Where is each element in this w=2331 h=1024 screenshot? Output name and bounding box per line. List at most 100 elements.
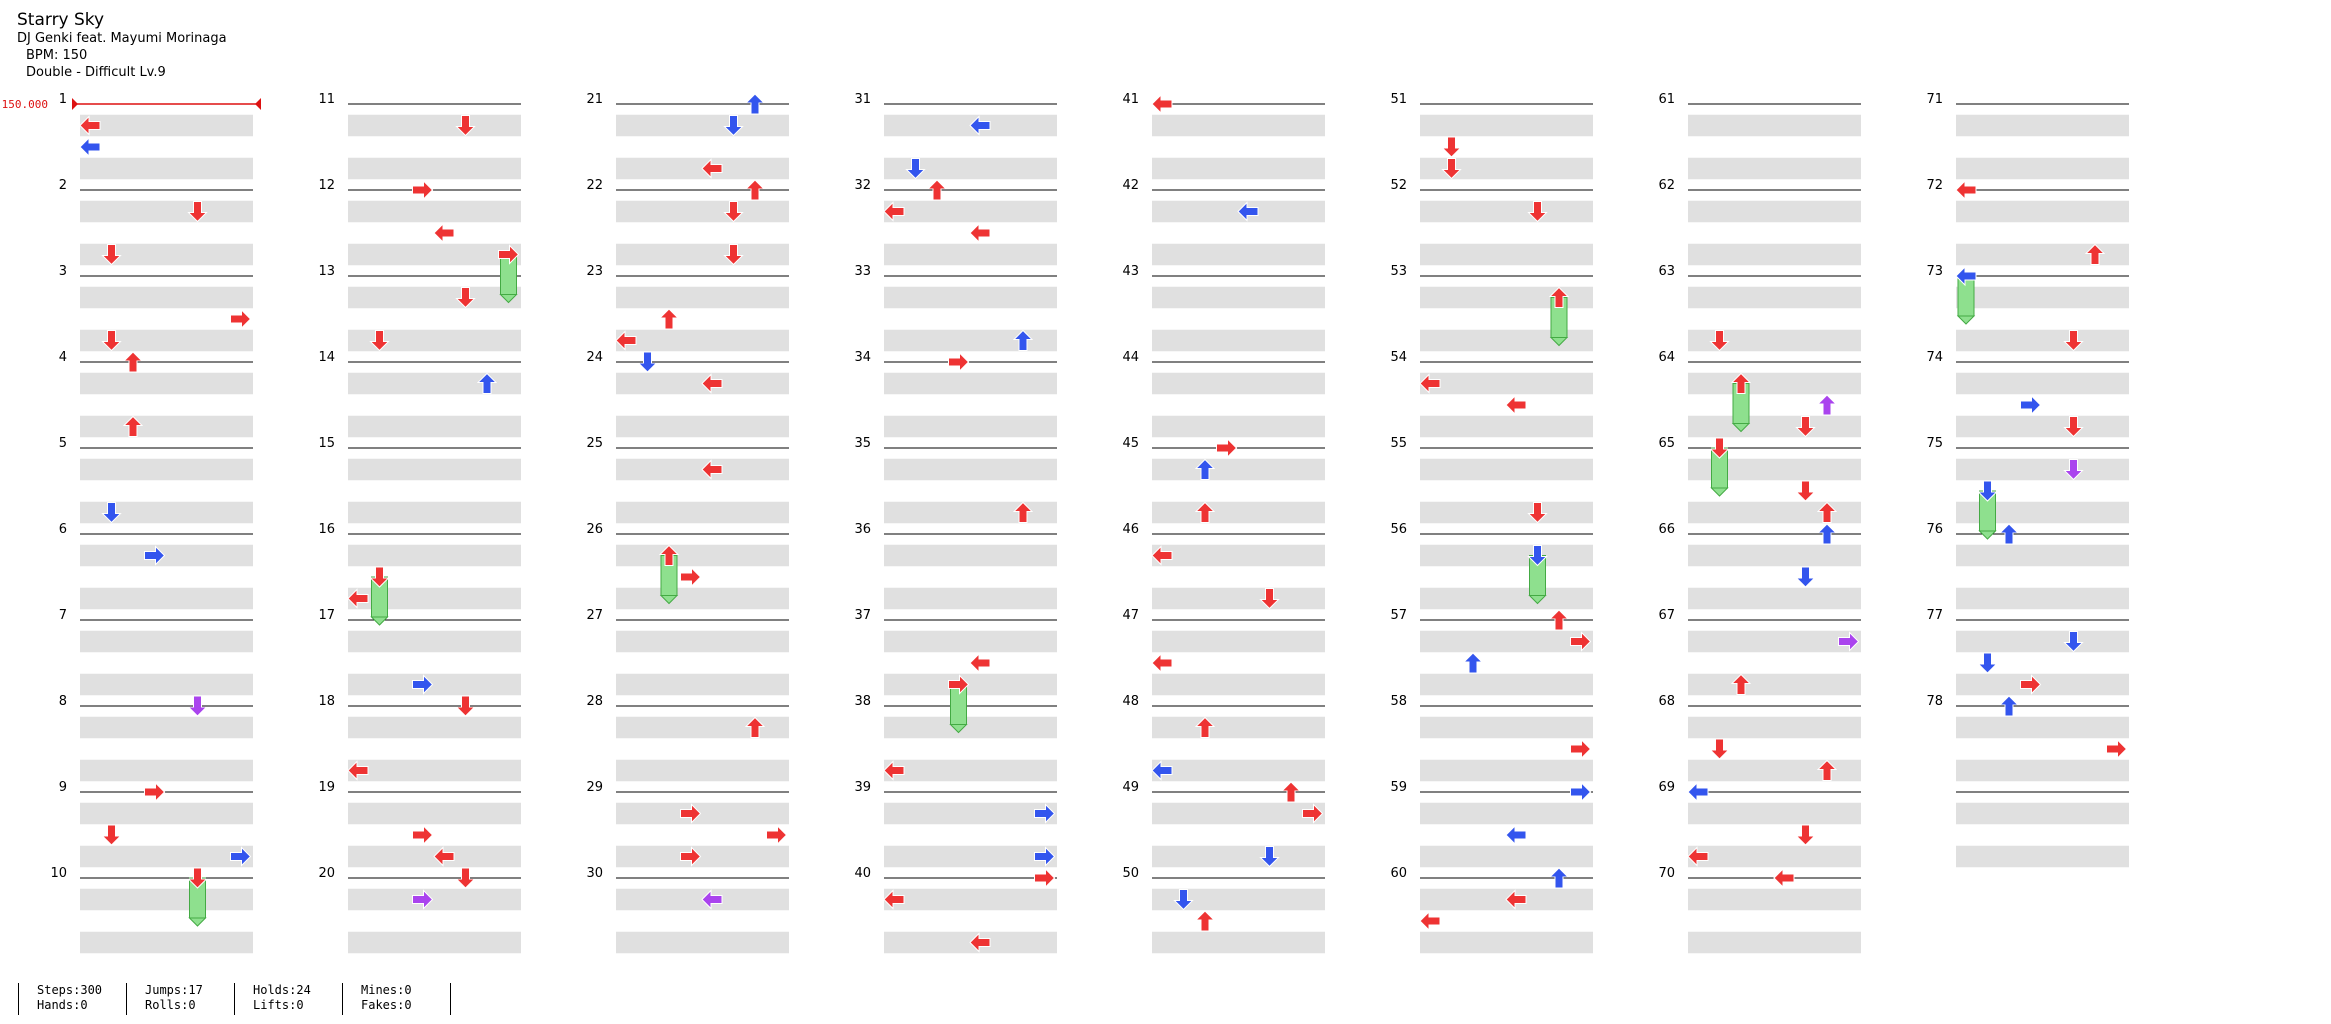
measure-number: 11 (318, 92, 335, 107)
up-arrow-icon (744, 93, 766, 115)
beat-stripe (884, 415, 1057, 438)
up-arrow-icon (1998, 695, 2020, 717)
measure-number: 57 (1390, 608, 1407, 623)
down-arrow-icon (101, 330, 122, 352)
beat-stripe (348, 759, 521, 782)
beat-stripe (1956, 501, 2129, 524)
measure-number: 23 (586, 264, 603, 279)
measure-number: 31 (854, 92, 871, 107)
measure-number: 9 (59, 780, 67, 795)
beat-stripe (1688, 544, 1861, 567)
beat-stripe (80, 114, 253, 137)
beat-stripe (884, 243, 1057, 266)
down-arrow-icon (101, 824, 122, 846)
up-arrow-icon (476, 372, 498, 394)
beat-stripe (1152, 415, 1325, 438)
beat-stripe (80, 587, 253, 610)
left-arrow-icon (701, 889, 723, 910)
left-arrow-icon (1505, 394, 1527, 416)
beat-stripe (1420, 415, 1593, 438)
beat-stripe (1688, 716, 1861, 739)
up-arrow-icon (1194, 458, 1216, 480)
down-arrow-icon (369, 330, 390, 352)
beat-stripe (884, 716, 1057, 739)
hold-tail (659, 595, 679, 605)
left-arrow-icon (1419, 910, 1441, 932)
down-arrow-icon (101, 244, 122, 266)
measure-number: 68 (1658, 694, 1675, 709)
beat-stripe (616, 114, 789, 137)
up-arrow-icon (926, 179, 948, 201)
beat-stripe (348, 415, 521, 438)
bpm-marker-left (72, 98, 78, 110)
down-arrow-icon (723, 201, 744, 223)
beat-stripe (616, 415, 789, 438)
left-arrow-icon (1151, 760, 1173, 781)
beat-stripe (1688, 931, 1861, 954)
beat-stripe (616, 501, 789, 524)
up-arrow-icon (1194, 910, 1216, 932)
beat-stripe (1152, 845, 1325, 868)
beat-stripe (80, 759, 253, 782)
left-arrow-icon (1505, 824, 1527, 846)
right-arrow-icon (2020, 674, 2042, 695)
beat-stripe (1688, 759, 1861, 782)
down-arrow-icon (187, 867, 208, 889)
beat-stripe (1956, 372, 2129, 395)
beat-stripe (1688, 501, 1861, 524)
beat-stripe (616, 845, 789, 868)
beat-stripe (616, 587, 789, 610)
measure-number: 74 (1926, 350, 1943, 365)
beat-stripe (1420, 501, 1593, 524)
measure-number: 25 (586, 436, 603, 451)
down-arrow-icon (1795, 480, 1816, 502)
stat-mines-fakes: Mines:0 Fakes:0 (342, 983, 461, 1015)
stat-rolls: Rolls:0 (145, 998, 196, 1012)
beat-stripe (884, 587, 1057, 610)
measure-number: 24 (586, 350, 603, 365)
beat-stripe (348, 931, 521, 954)
beat-stripe (1956, 630, 2129, 653)
beat-stripe (348, 157, 521, 180)
right-arrow-icon (1034, 803, 1056, 824)
beat-stripe (616, 759, 789, 782)
right-arrow-icon (144, 545, 166, 566)
beat-stripe (1152, 114, 1325, 137)
beat-stripe (884, 673, 1057, 696)
beat-stripe (348, 286, 521, 309)
left-arrow-icon (433, 222, 455, 244)
beat-stripe (80, 329, 253, 352)
stat-steps-hands: Steps:300 Hands:0 (18, 983, 137, 1015)
beat-stripe (1152, 372, 1325, 395)
left-arrow-icon (1687, 846, 1709, 867)
up-arrow-icon (1548, 867, 1570, 889)
up-arrow-icon (1998, 523, 2020, 545)
hold-tail (1731, 423, 1751, 433)
beat-stripe (1956, 415, 2129, 438)
measure-number: 72 (1926, 178, 1943, 193)
hold-body (500, 254, 517, 295)
right-arrow-icon (948, 351, 970, 373)
measure-number: 8 (59, 694, 67, 709)
measure-number: 46 (1122, 522, 1139, 537)
measure-number: 54 (1390, 350, 1407, 365)
measure-number: 63 (1658, 264, 1675, 279)
beat-stripe (1152, 630, 1325, 653)
beat-stripe (348, 587, 521, 610)
beat-stripe (348, 544, 521, 567)
beat-stripe (80, 931, 253, 954)
measure-number: 78 (1926, 694, 1943, 709)
right-arrow-icon (1838, 631, 1860, 652)
measure-number: 42 (1122, 178, 1139, 193)
beat-stripe (1956, 329, 2129, 352)
down-arrow-icon (1977, 652, 1998, 674)
down-arrow-icon (1441, 136, 1462, 158)
measure-number: 30 (586, 866, 603, 881)
down-arrow-icon (1977, 480, 1998, 502)
beat-stripe (348, 888, 521, 911)
stat-jumps: Jumps:17 (145, 983, 203, 997)
measure-number: 28 (586, 694, 603, 709)
beat-stripe (1152, 458, 1325, 481)
measure-number: 12 (318, 178, 335, 193)
up-arrow-icon (1280, 781, 1302, 803)
